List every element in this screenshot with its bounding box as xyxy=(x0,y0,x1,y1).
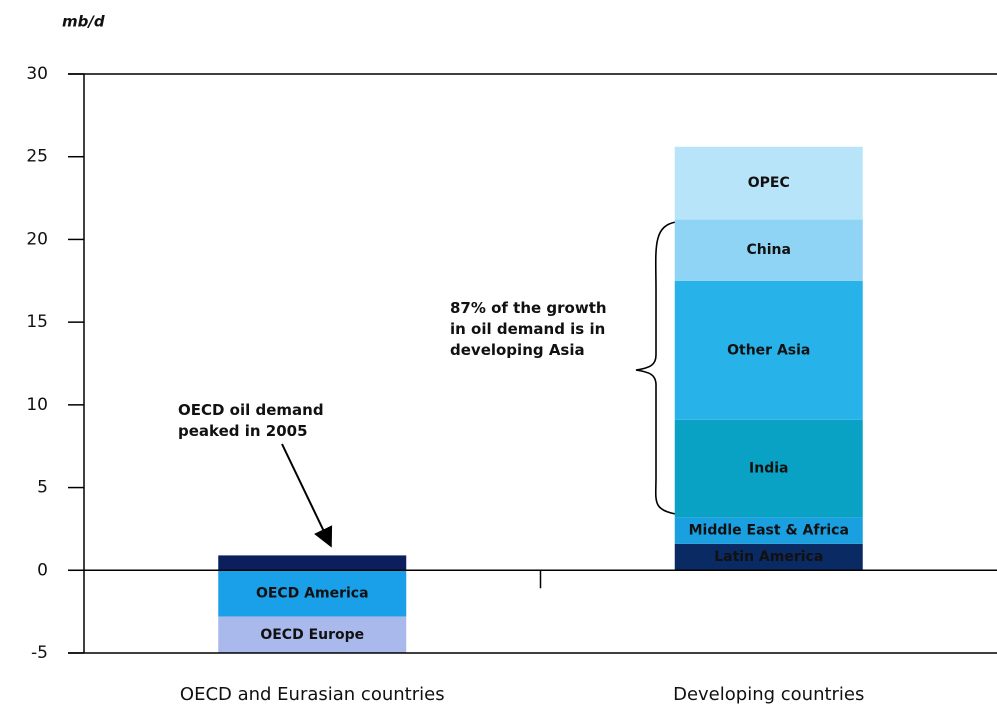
y-axis-label: mb/d xyxy=(62,13,105,31)
bar-segment xyxy=(218,570,407,617)
annotation: 87% of the growth in oil demand is in deve… xyxy=(450,299,607,359)
x-tick-label: Developing countries xyxy=(673,684,864,705)
annotation: OECD oil demand peaked in 2005 xyxy=(178,401,324,440)
segment-label: China xyxy=(747,242,791,258)
bar-segment xyxy=(674,419,863,518)
annotation-line: 87% of the growth xyxy=(450,299,607,317)
y-tick-label: 10 xyxy=(26,395,48,415)
x-tick-label: OECD and Eurasian countries xyxy=(180,684,445,705)
bar-segment xyxy=(674,543,863,571)
segment-label: Latin America xyxy=(714,549,823,565)
segment-label: OECD Europe xyxy=(260,627,364,643)
bar-segment xyxy=(218,616,407,653)
y-tick-label: -5 xyxy=(31,643,48,663)
annotation-line: OECD oil demand xyxy=(178,401,324,419)
bar-segment xyxy=(218,555,407,571)
y-tick-label: 0 xyxy=(37,560,48,580)
y-tick-label: 5 xyxy=(37,478,48,498)
bar-segment xyxy=(674,517,863,544)
segment-label: Other Asia xyxy=(727,342,810,358)
segment-label: Middle East & Africa xyxy=(689,523,849,539)
annotation-line: in oil demand is in xyxy=(450,320,605,338)
segment-label: OPEC xyxy=(748,175,790,191)
segment-label: OECD America xyxy=(256,585,369,601)
y-tick-label: 30 xyxy=(26,64,48,84)
bar-segment xyxy=(674,219,863,281)
annotation-arrow xyxy=(281,443,333,548)
y-tick-label: 15 xyxy=(26,312,48,332)
annotation-line: peaked in 2005 xyxy=(178,422,308,440)
annotation-line: developing Asia xyxy=(450,341,585,359)
segment-label: India xyxy=(749,461,788,477)
y-tick-label: 25 xyxy=(26,147,48,167)
bar-segment xyxy=(674,280,863,420)
y-tick-label: 20 xyxy=(26,229,48,249)
annotation-brace xyxy=(635,221,677,515)
bar-segment xyxy=(674,146,863,220)
